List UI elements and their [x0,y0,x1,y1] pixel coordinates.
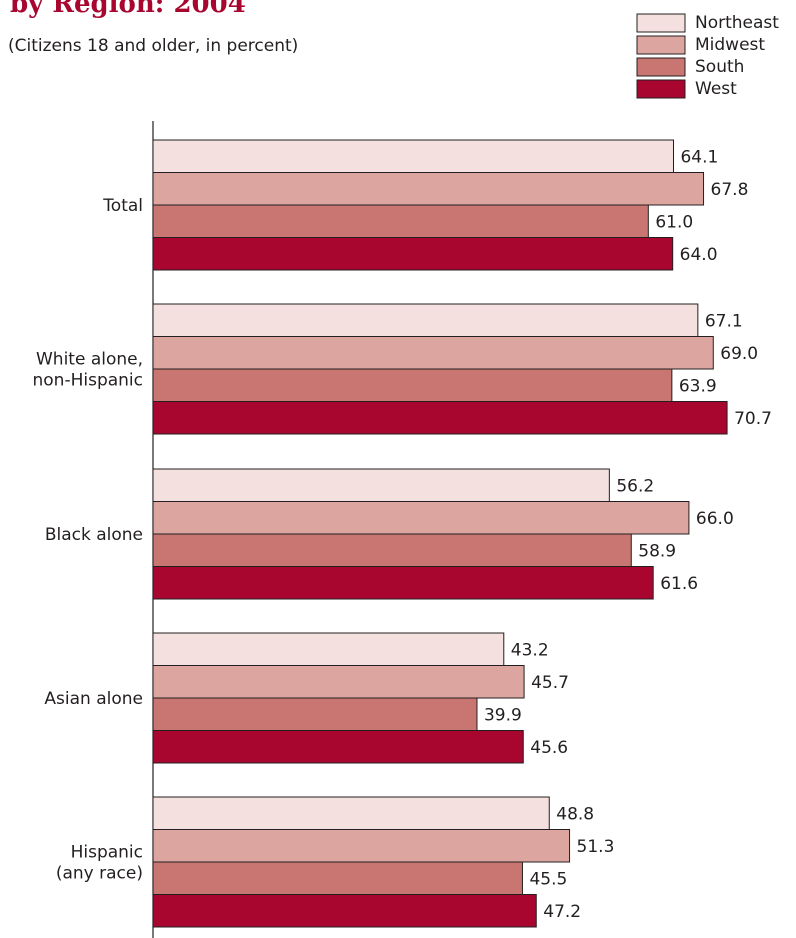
value-label-hispanic-any-race-west: 47.2 [543,902,581,922]
value-label-asian-alone-midwest: 45.7 [531,673,569,693]
value-label-black-alone-west: 61.6 [660,574,698,594]
value-label-total-northeast: 64.1 [680,147,718,167]
bar-asian-alone-midwest [152,665,525,699]
legend-west-label: West [695,79,737,99]
value-label-black-alone-midwest: 66.0 [696,509,734,529]
value-label-hispanic-any-race-midwest: 51.3 [577,837,615,857]
bar-hispanic-any-race-west [152,894,537,928]
bar-black-alone-south [152,533,632,567]
legend-midwest-label: Midwest [695,35,765,55]
bar-white-alone-non-hispanic-northeast [152,303,699,337]
legend-northeast-label: Northeast [695,13,779,33]
bar-total-west [152,237,674,271]
bar-total-midwest [152,172,705,206]
value-label-white-alone-non-hispanic-south: 63.9 [679,376,717,396]
bar-white-alone-non-hispanic-south [152,368,673,402]
bar-white-alone-non-hispanic-west [152,401,728,435]
value-label-hispanic-any-race-south: 45.5 [529,869,567,889]
value-label-white-alone-non-hispanic-west: 70.7 [734,409,772,429]
category-label-white-alone-non-hispanic: White alone, non-Hispanic [33,350,144,391]
bar-hispanic-any-race-south [152,861,523,895]
chart-plot-area: Total 64.1 67.8 61.0 64.0 White alone, non-His… [33,121,772,938]
bar-hispanic-any-race-midwest [152,829,571,863]
category-label-asian-alone: Asian alone [44,689,143,709]
bar-white-alone-non-hispanic-midwest [152,336,714,370]
bar-black-alone-midwest [152,501,690,535]
value-label-black-alone-northeast: 56.2 [616,476,654,496]
value-label-asian-alone-northeast: 43.2 [511,640,549,660]
bar-asian-alone-northeast [152,632,505,666]
bar-asian-alone-south [152,697,478,731]
bar-total-northeast [152,139,674,173]
bar-hispanic-any-race-northeast [152,796,550,830]
category-label-hispanic-any-race: Hispanic (any race) [56,843,143,884]
value-label-asian-alone-west: 45.6 [530,738,568,758]
value-label-black-alone-south: 58.9 [638,541,676,561]
legend-south-label: South [695,57,744,77]
value-label-white-alone-non-hispanic-northeast: 67.1 [705,311,743,331]
category-label-total: Total [102,196,143,216]
value-label-asian-alone-south: 39.9 [484,705,522,725]
legend-midwest-swatch [636,35,686,55]
value-label-white-alone-non-hispanic-midwest: 69.0 [720,344,758,364]
legend-south-swatch [636,57,686,77]
value-label-total-midwest: 67.8 [711,180,749,200]
bar-total-south [152,204,649,238]
legend-northeast-swatch [636,13,686,33]
value-label-total-west: 64.0 [680,245,718,265]
legend-west-swatch [636,79,686,99]
value-label-total-south: 61.0 [655,212,693,232]
chart-subtitle: (Citizens 18 and older, in percent) [8,36,299,56]
bar-asian-alone-west [152,730,524,764]
bar-black-alone-northeast [152,468,610,502]
category-label-black-alone: Black alone [45,525,143,545]
bar-black-alone-west [152,566,654,600]
value-label-hispanic-any-race-northeast: 48.8 [556,804,594,824]
chart-title: by Region: 2004 [10,0,246,19]
